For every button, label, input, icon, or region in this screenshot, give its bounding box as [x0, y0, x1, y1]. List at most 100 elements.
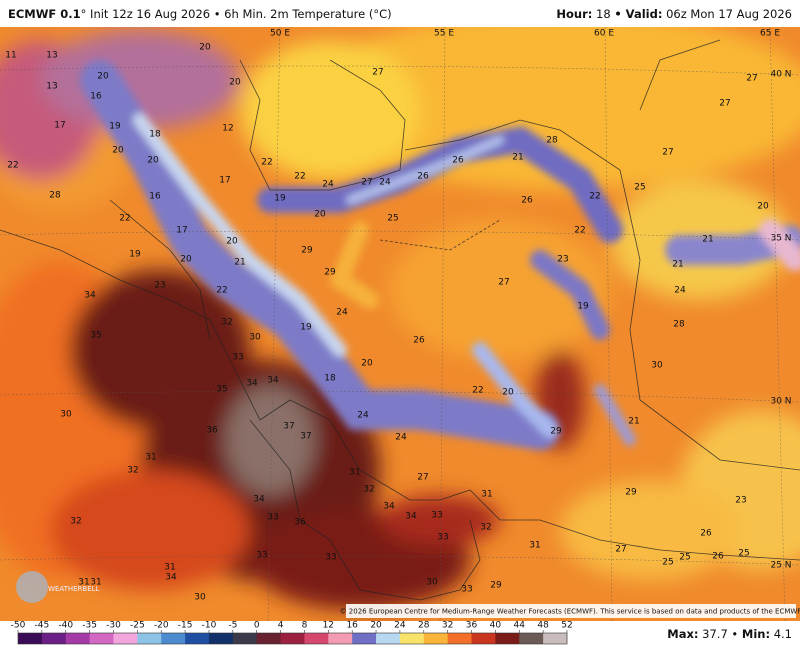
temp-label: 33 — [256, 551, 267, 561]
temp-label: 29 — [625, 488, 637, 498]
temp-label: 20 — [314, 210, 326, 220]
max-label: Max: — [667, 627, 698, 641]
colorbar-segment — [89, 633, 114, 644]
temp-label: 12 — [222, 124, 233, 134]
colorbar-segment — [519, 633, 544, 644]
temp-label: 24 — [336, 308, 348, 318]
temp-label: 34 — [405, 512, 417, 522]
temp-label: 19 — [129, 250, 141, 260]
temp-label: 19 — [109, 122, 121, 132]
temp-label: 29 — [490, 581, 502, 591]
colorbar-label: -50 — [11, 621, 26, 631]
temp-label: 21 — [672, 260, 683, 270]
hour-label: Hour: — [556, 7, 592, 21]
temp-label: 31 — [90, 578, 101, 588]
colorbar-label: 40 — [490, 621, 502, 631]
lat-label: 25 N — [770, 561, 791, 571]
min-label: Min: — [742, 627, 770, 641]
temp-label: 32 — [221, 318, 232, 328]
temp-label: 34 — [84, 291, 96, 301]
temp-label: 23 — [557, 255, 568, 265]
colorbar-segment — [161, 633, 186, 644]
temp-label: 24 — [674, 286, 686, 296]
temp-label: 35 — [90, 331, 101, 341]
temp-label: 33 — [461, 585, 472, 595]
colorbar-label: 44 — [514, 621, 526, 631]
temp-label: 26 — [452, 156, 464, 166]
temp-label: 19 — [300, 323, 312, 333]
temp-label: 31 — [78, 578, 89, 588]
temp-label: 33 — [267, 513, 278, 523]
colorbar-segment — [185, 633, 210, 644]
lat-label: 30 N — [770, 397, 791, 407]
header-bar — [0, 0, 800, 27]
temp-label: 22 — [7, 161, 18, 171]
logo: WEATHERBELL — [48, 585, 100, 593]
temp-label: 18 — [324, 374, 336, 384]
colorbar-label: -40 — [58, 621, 73, 631]
model: ECMWF 0.1 — [8, 7, 81, 21]
valid-label: • Valid: — [614, 7, 662, 21]
temp-label: 16 — [149, 192, 161, 202]
temp-label: 25 — [387, 214, 398, 224]
colorbar-label: 36 — [466, 621, 478, 631]
temp-label: 35 — [216, 385, 227, 395]
temp-label: 30 — [426, 578, 438, 588]
temp-label: 24 — [322, 180, 334, 190]
temp-label: 17 — [219, 176, 230, 186]
temp-label: 31 — [529, 541, 540, 551]
temp-label: 27 — [498, 278, 509, 288]
colorbar-segment — [41, 633, 67, 644]
header-right: Hour: 18 • Valid: 06z Mon 17 Aug 2026 — [556, 7, 792, 21]
lat-label: 40 N — [770, 70, 791, 80]
temp-label: 24 — [379, 178, 391, 188]
temp-label: 20 — [147, 156, 159, 166]
temp-label: 30 — [651, 361, 663, 371]
colorbar-label: -45 — [35, 621, 50, 631]
temp-label: 34 — [253, 495, 265, 505]
temp-label: 22 — [574, 226, 585, 236]
temp-label: 22 — [119, 214, 130, 224]
temp-label: 20 — [97, 72, 109, 82]
temp-label: 19 — [274, 194, 286, 204]
lat-label: 35 N — [770, 234, 791, 244]
colorbar-label: 28 — [418, 621, 430, 631]
temp-label: 34 — [267, 376, 279, 386]
colorbar-segment — [328, 633, 353, 644]
temp-label: 26 — [417, 172, 429, 182]
temp-label: 26 — [413, 336, 425, 346]
colorbar-label: -20 — [154, 621, 169, 631]
colorbar-segment — [495, 633, 520, 644]
colorbar-segment — [208, 633, 234, 644]
temp-label: 24 — [357, 411, 369, 421]
temp-label: 16 — [90, 92, 102, 102]
hour: 18 — [596, 7, 611, 21]
credit: © 2026 European Centre for Medium-Range … — [340, 608, 800, 616]
lon-label: 55 E — [434, 29, 454, 39]
temp-label: 32 — [480, 523, 491, 533]
temp-label: 32 — [70, 517, 81, 527]
colorbar-label: -30 — [106, 621, 121, 631]
temp-label: 20 — [226, 237, 238, 247]
header-left: ECMWF 0.1° Init 12z 16 Aug 2026 • 6h Min… — [8, 7, 392, 21]
temp-label: 26 — [521, 196, 533, 206]
temp-label: 25 — [738, 549, 749, 559]
temp-label: 21 — [512, 153, 523, 163]
colorbar-segment — [65, 633, 91, 644]
temperature-labels: 11 13 13 20 16 20 20 12 17 19 18 20 20 22 17 22 22 24 27 24… — [5, 43, 769, 603]
temp-label: 13 — [46, 82, 57, 92]
temp-label: 27 — [719, 99, 730, 109]
temp-label: 22 — [261, 158, 272, 168]
colorbar-label: -35 — [82, 621, 97, 631]
valid: 06z Mon 17 Aug 2026 — [666, 7, 792, 21]
colorbar-label: 16 — [346, 621, 358, 631]
temp-label: 33 — [325, 553, 336, 563]
temp-label: 29 — [550, 427, 562, 437]
colorbar-segment — [423, 633, 449, 644]
colorbar-label: 8 — [302, 621, 308, 631]
temp-label: 34 — [165, 573, 177, 583]
colorbar-segment — [18, 633, 43, 644]
temp-label: 31 — [349, 468, 360, 478]
